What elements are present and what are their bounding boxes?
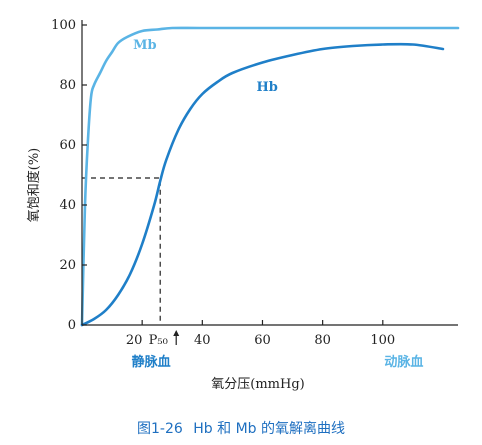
figure-number: 图1-26: [137, 421, 183, 437]
y-tick-label: 0: [68, 318, 76, 333]
y-tick-label: 100: [51, 18, 76, 33]
x-tick-label: 40: [194, 333, 211, 348]
y-tick-label: 40: [59, 198, 76, 213]
mb-curve: [80, 26, 460, 327]
x-tick-label: 60: [254, 333, 271, 348]
hb-series-label: Hb: [256, 80, 277, 95]
p50-guide-line: [82, 177, 161, 325]
venous-blood-label: 静脉血: [132, 354, 171, 370]
figure-title: Hb 和 Mb 的氧解离曲线: [193, 421, 345, 437]
y-tick-label: 20: [59, 258, 76, 273]
x-axis-label: 氧分压(mmHg): [211, 377, 304, 392]
mb-series-label: Mb: [133, 38, 156, 53]
x-tick-label: 80: [314, 333, 331, 348]
figure-caption: 图1-26 Hb 和 Mb 的氧解离曲线: [0, 418, 482, 438]
hb-curve: [80, 42, 445, 327]
oxygen-dissociation-chart: 0 20 40 60 80 100 20 40 60 80 100 P₅₀ 氧饱和度(%) 氧分压(m…: [26, 18, 460, 392]
p50-arrow-head: [173, 330, 180, 336]
y-axis-label: 氧饱和度(%): [26, 148, 42, 223]
y-tick-label: 60: [59, 138, 76, 153]
x-tick-label: 100: [370, 333, 395, 348]
arterial-blood-label: 动脉血: [384, 354, 423, 370]
y-tick-label: 80: [59, 78, 76, 93]
p50-label: P₅₀: [149, 333, 168, 348]
x-tick-label: 20: [126, 333, 143, 348]
